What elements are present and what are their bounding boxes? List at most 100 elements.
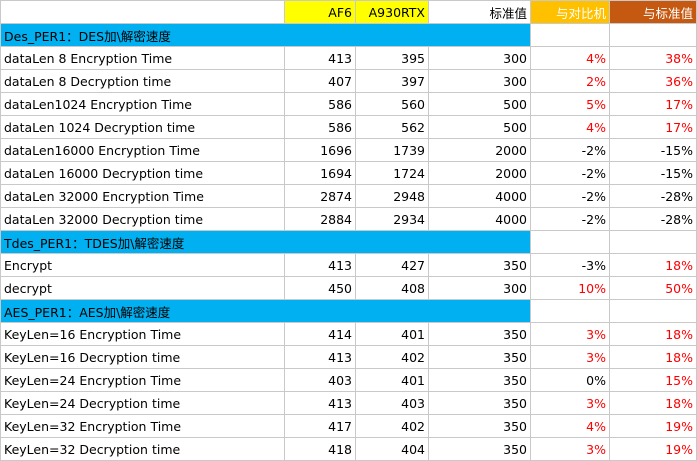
vs-standard-cell[interactable]: -28% [609, 184, 697, 208]
section-title[interactable]: Des_PER1：DES加\解密速度 [0, 23, 531, 47]
standard-cell[interactable]: 350 [428, 414, 531, 438]
compare-cell[interactable]: 3% [530, 391, 610, 415]
standard-cell[interactable]: 350 [428, 322, 531, 346]
a930rtx-cell[interactable]: 562 [355, 115, 429, 139]
section-title[interactable]: AES_PER1：AES加\解密速度 [0, 299, 531, 323]
header-vs-standard[interactable]: 与标准值 [609, 0, 697, 24]
row-label-cell[interactable]: dataLen1024 Encryption Time [0, 92, 285, 116]
empty-cell[interactable] [530, 299, 610, 323]
a930rtx-cell[interactable]: 2948 [355, 184, 429, 208]
af6-cell[interactable]: 586 [284, 115, 356, 139]
row-label-cell[interactable]: KeyLen=16 Encryption Time [0, 322, 285, 346]
a930rtx-cell[interactable]: 560 [355, 92, 429, 116]
vs-standard-cell[interactable]: 50% [609, 276, 697, 300]
af6-cell[interactable]: 413 [284, 345, 356, 369]
a930rtx-cell[interactable]: 403 [355, 391, 429, 415]
compare-cell[interactable]: 5% [530, 92, 610, 116]
standard-cell[interactable]: 2000 [428, 161, 531, 185]
af6-cell[interactable]: 2874 [284, 184, 356, 208]
a930rtx-cell[interactable]: 401 [355, 322, 429, 346]
row-label-cell[interactable]: Encrypt [0, 253, 285, 277]
a930rtx-cell[interactable]: 404 [355, 437, 429, 461]
standard-cell[interactable]: 350 [428, 253, 531, 277]
compare-cell[interactable]: -3% [530, 253, 610, 277]
af6-cell[interactable]: 407 [284, 69, 356, 93]
header-af6[interactable]: AF6 [284, 0, 356, 24]
header-label-cell[interactable] [0, 0, 285, 24]
row-label-cell[interactable]: KeyLen=24 Encryption Time [0, 368, 285, 392]
row-label-cell[interactable]: decrypt [0, 276, 285, 300]
vs-standard-cell[interactable]: 19% [609, 414, 697, 438]
vs-standard-cell[interactable]: 18% [609, 253, 697, 277]
af6-cell[interactable]: 1694 [284, 161, 356, 185]
a930rtx-cell[interactable]: 1724 [355, 161, 429, 185]
empty-cell[interactable] [530, 230, 610, 254]
standard-cell[interactable]: 300 [428, 46, 531, 70]
standard-cell[interactable]: 500 [428, 92, 531, 116]
empty-cell[interactable] [609, 230, 697, 254]
standard-cell[interactable]: 350 [428, 368, 531, 392]
row-label-cell[interactable]: dataLen 1024 Decryption time [0, 115, 285, 139]
standard-cell[interactable]: 350 [428, 437, 531, 461]
a930rtx-cell[interactable]: 427 [355, 253, 429, 277]
row-label-cell[interactable]: dataLen 32000 Encryption Time [0, 184, 285, 208]
vs-standard-cell[interactable]: 19% [609, 437, 697, 461]
compare-cell[interactable]: -2% [530, 184, 610, 208]
af6-cell[interactable]: 1696 [284, 138, 356, 162]
standard-cell[interactable]: 4000 [428, 184, 531, 208]
header-compare[interactable]: 与对比机 [530, 0, 610, 24]
standard-cell[interactable]: 300 [428, 69, 531, 93]
a930rtx-cell[interactable]: 2934 [355, 207, 429, 231]
af6-cell[interactable]: 413 [284, 253, 356, 277]
af6-cell[interactable]: 413 [284, 46, 356, 70]
vs-standard-cell[interactable]: -15% [609, 138, 697, 162]
row-label-cell[interactable]: KeyLen=32 Encryption Time [0, 414, 285, 438]
af6-cell[interactable]: 414 [284, 322, 356, 346]
af6-cell[interactable]: 586 [284, 92, 356, 116]
compare-cell[interactable]: 3% [530, 322, 610, 346]
a930rtx-cell[interactable]: 402 [355, 345, 429, 369]
row-label-cell[interactable]: KeyLen=24 Decryption time [0, 391, 285, 415]
vs-standard-cell[interactable]: 36% [609, 69, 697, 93]
row-label-cell[interactable]: dataLen 32000 Decryption time [0, 207, 285, 231]
a930rtx-cell[interactable]: 397 [355, 69, 429, 93]
row-label-cell[interactable]: dataLen 8 Encryption Time [0, 46, 285, 70]
row-label-cell[interactable]: dataLen 8 Decryption time [0, 69, 285, 93]
compare-cell[interactable]: 4% [530, 414, 610, 438]
vs-standard-cell[interactable]: 18% [609, 322, 697, 346]
af6-cell[interactable]: 417 [284, 414, 356, 438]
af6-cell[interactable]: 413 [284, 391, 356, 415]
header-a930rtx[interactable]: A930RTX [355, 0, 429, 24]
vs-standard-cell[interactable]: 18% [609, 391, 697, 415]
compare-cell[interactable]: 0% [530, 368, 610, 392]
a930rtx-cell[interactable]: 408 [355, 276, 429, 300]
vs-standard-cell[interactable]: 38% [609, 46, 697, 70]
vs-standard-cell[interactable]: 18% [609, 345, 697, 369]
compare-cell[interactable]: 3% [530, 345, 610, 369]
row-label-cell[interactable]: dataLen16000 Encryption Time [0, 138, 285, 162]
compare-cell[interactable]: 10% [530, 276, 610, 300]
empty-cell[interactable] [609, 299, 697, 323]
a930rtx-cell[interactable]: 395 [355, 46, 429, 70]
compare-cell[interactable]: 2% [530, 69, 610, 93]
af6-cell[interactable]: 450 [284, 276, 356, 300]
vs-standard-cell[interactable]: -28% [609, 207, 697, 231]
standard-cell[interactable]: 500 [428, 115, 531, 139]
compare-cell[interactable]: -2% [530, 138, 610, 162]
compare-cell[interactable]: 4% [530, 46, 610, 70]
af6-cell[interactable]: 2884 [284, 207, 356, 231]
header-standard[interactable]: 标准值 [428, 0, 531, 24]
standard-cell[interactable]: 4000 [428, 207, 531, 231]
standard-cell[interactable]: 2000 [428, 138, 531, 162]
vs-standard-cell[interactable]: -15% [609, 161, 697, 185]
empty-cell[interactable] [530, 23, 610, 47]
vs-standard-cell[interactable]: 15% [609, 368, 697, 392]
standard-cell[interactable]: 350 [428, 391, 531, 415]
row-label-cell[interactable]: KeyLen=32 Decryption time [0, 437, 285, 461]
a930rtx-cell[interactable]: 401 [355, 368, 429, 392]
vs-standard-cell[interactable]: 17% [609, 115, 697, 139]
a930rtx-cell[interactable]: 1739 [355, 138, 429, 162]
compare-cell[interactable]: -2% [530, 161, 610, 185]
af6-cell[interactable]: 403 [284, 368, 356, 392]
compare-cell[interactable]: -2% [530, 207, 610, 231]
